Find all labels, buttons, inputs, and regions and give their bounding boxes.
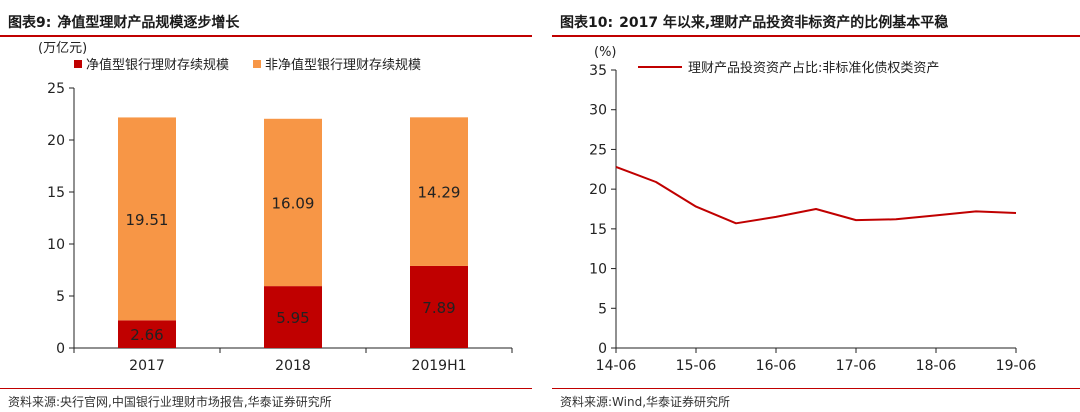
right-figure-panel: 图表10: 2017 年以来,理财产品投资非标资产的比例基本平稳 (%) 理财产品投… bbox=[552, 0, 1080, 412]
line-x-tick-label: 16-06 bbox=[756, 358, 797, 374]
left-source-rule bbox=[0, 388, 532, 389]
bar-data-label: 5.95 bbox=[276, 309, 309, 327]
bar-data-label: 14.29 bbox=[418, 184, 461, 202]
line-series-0 bbox=[615, 165, 1017, 225]
bar-data-label: 2.66 bbox=[130, 326, 163, 344]
bar-data-label: 19.51 bbox=[126, 211, 169, 229]
right-figure-title-text: 2017 年以来,理财产品投资非标资产的比例基本平稳 bbox=[619, 15, 949, 31]
line-x-tick-label: 17-06 bbox=[836, 358, 877, 374]
line-y-tick-label: 0 bbox=[598, 341, 607, 357]
bar-x-tick-label: 2018 bbox=[275, 358, 311, 374]
line-y-tick-label: 15 bbox=[589, 222, 607, 238]
line-y-tick-label: 20 bbox=[589, 182, 607, 198]
line-y-tick-label: 5 bbox=[598, 301, 607, 317]
bar-legend-swatch-0 bbox=[74, 60, 82, 68]
line-chart: (%) 理财产品投资资产占比:非标准化债权类资产 0 5 10 15 20 25 30 35 14-… bbox=[589, 45, 1037, 374]
bar-x-tick-label: 2019H1 bbox=[411, 358, 466, 374]
line-y-tick-label: 35 bbox=[589, 63, 607, 79]
bar-segment-0 bbox=[264, 286, 322, 348]
bar-x-tick-label: 2017 bbox=[129, 358, 165, 374]
right-source-note: 资料来源:Wind,华泰证券研究所 bbox=[560, 395, 731, 409]
bar-segment-1 bbox=[118, 117, 176, 321]
line-x-tick-label: 18-06 bbox=[916, 358, 957, 374]
bar-y-axis-label: (万亿元) bbox=[38, 41, 87, 56]
bar-legend-swatch-1 bbox=[253, 60, 262, 68]
left-source-note: 资料来源:央行官网,中国银行业理财市场报告,华泰证券研究所 bbox=[8, 395, 332, 409]
bar-data-label: 16.09 bbox=[272, 194, 315, 212]
line-y-axis-label: (%) bbox=[594, 45, 617, 60]
bar-segment-0 bbox=[410, 265, 468, 348]
line-x-tick-label: 19-06 bbox=[996, 358, 1037, 374]
bar-segment-0 bbox=[118, 320, 176, 348]
bar-y-tick-label: 0 bbox=[56, 341, 65, 357]
left-figure-title: 图表9: 净值型理财产品规模逐步增长 bbox=[8, 12, 239, 32]
right-figure-number: 图表10: bbox=[560, 15, 614, 31]
left-figure-number: 图表9: bbox=[8, 15, 52, 31]
bar-y-tick-label: 25 bbox=[47, 81, 65, 97]
bar-legend-label-1: 非净值型银行理财存续规模 bbox=[265, 57, 421, 73]
bar-data-label: 7.89 bbox=[422, 299, 455, 317]
right-title-rule bbox=[552, 35, 1080, 37]
line-y-tick-label: 25 bbox=[589, 142, 607, 158]
bar-segment-1 bbox=[410, 117, 468, 266]
line-x-tick-label: 15-06 bbox=[676, 358, 717, 374]
line-y-tick-label: 30 bbox=[589, 103, 607, 119]
bar-legend-label-0: 净值型银行理财存续规模 bbox=[86, 57, 229, 73]
line-x-tick-label: 14-06 bbox=[596, 358, 637, 374]
bar-y-tick-label: 5 bbox=[56, 289, 65, 305]
right-figure-title: 图表10: 2017 年以来,理财产品投资非标资产的比例基本平稳 bbox=[560, 12, 948, 32]
left-title-rule bbox=[0, 35, 532, 37]
bar-y-tick-label: 20 bbox=[47, 133, 65, 149]
line-y-tick-label: 10 bbox=[589, 262, 607, 278]
bar-y-tick-label: 10 bbox=[47, 237, 65, 253]
bar-y-tick-label: 15 bbox=[47, 185, 65, 201]
stacked-bar-chart: (万亿元)净值型银行理财存续规模 非净值型银行理财存续规模 0 5 10 15 20 25 2.… bbox=[38, 41, 513, 374]
bar-segment-1 bbox=[264, 118, 322, 287]
left-figure-panel: 图表9: 净值型理财产品规模逐步增长 (万亿元) 净值型银行理财存续规模 非净值型银行… bbox=[0, 0, 532, 412]
right-source-rule bbox=[552, 388, 1080, 389]
line-legend-label: 理财产品投资资产占比:非标准化债权类资产 bbox=[688, 60, 939, 76]
left-figure-title-text: 净值型理财产品规模逐步增长 bbox=[57, 15, 240, 31]
